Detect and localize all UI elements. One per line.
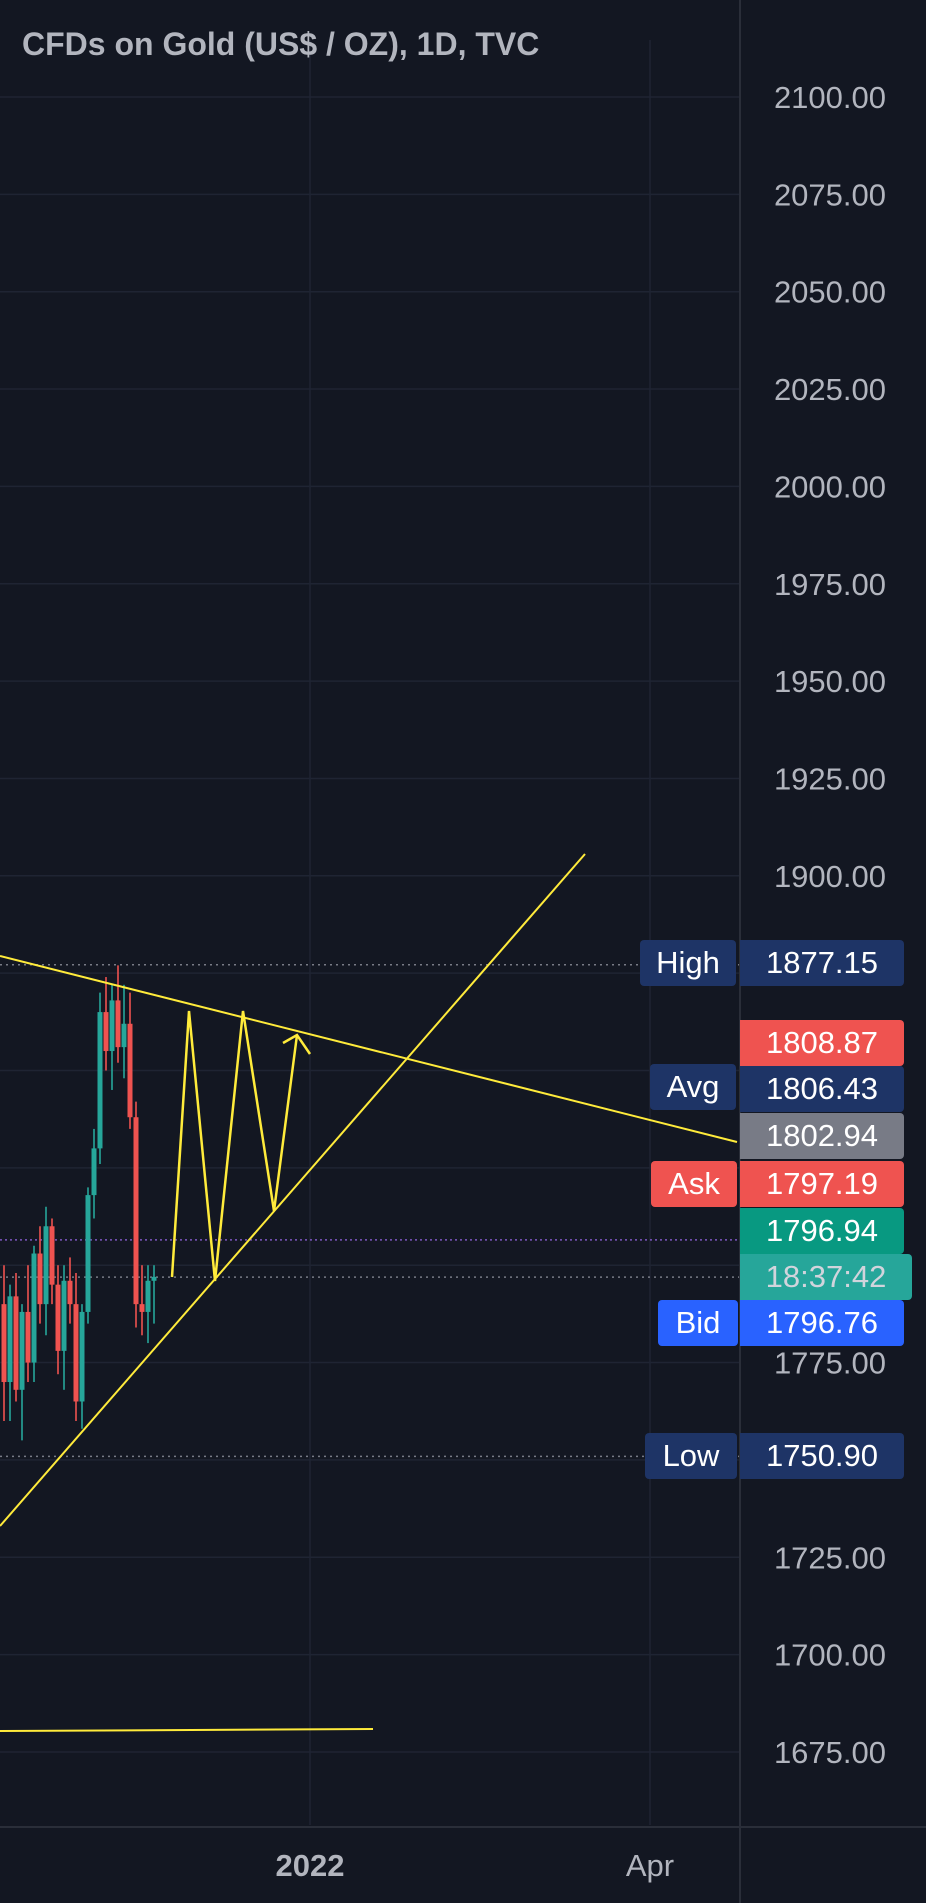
bid-value: 1796.76 [740,1300,904,1346]
candle-body [67,1280,73,1305]
price-tick-label: 2000.00 [774,469,886,504]
price-tick-label: 1925.00 [774,761,886,796]
candle-body [43,1226,49,1305]
chart-title: CFDs on Gold (US$ / OZ), 1D, TVC [22,26,540,62]
price-tick-label: 1725.00 [774,1540,886,1575]
candle-body [13,1296,19,1390]
zigzag-projection [170,1010,299,1282]
candle-body [49,1226,55,1285]
candle-body [91,1148,97,1196]
candle-body [127,1023,133,1118]
candle-body [19,1311,25,1390]
price-axis[interactable]: 2100.00 2075.00 2050.00 2025.00 2000.00 1975.… [739,0,886,1903]
candle-body [109,1000,115,1052]
candle-body [121,1023,127,1048]
price-tick-label: 2100.00 [774,80,886,115]
last-value: 1796.94 [740,1208,904,1254]
candle-body [115,1000,121,1048]
time-tick-label: Apr [626,1848,674,1883]
price-tick-label: 1700.00 [774,1638,886,1673]
bid-tag: Bid [658,1300,738,1346]
candle-body [73,1304,79,1402]
mid-value: 1802.94 [740,1113,904,1159]
price-tick-label: 1900.00 [774,859,886,894]
candle-body [25,1311,31,1363]
high-tag: High [640,940,736,986]
ask-top-value: 1808.87 [740,1020,904,1066]
candle-body [37,1253,43,1305]
projection-arrowhead [282,1033,312,1055]
low-tag: Low [645,1433,737,1479]
countdown-value: 18:37:42 [740,1254,912,1300]
candle-body [7,1296,13,1383]
candle-body [1,1304,7,1383]
avg-tag: Avg [650,1064,736,1110]
descending-trendline [0,955,738,1143]
time-tick-label: 2022 [276,1848,345,1883]
trend-drawings [0,853,738,1732]
candle-body [61,1280,67,1351]
low-value: 1750.90 [740,1433,904,1479]
candle-body [97,1012,103,1149]
candle-body [31,1253,37,1363]
candle-body [139,1304,145,1312]
ask-value: 1797.19 [740,1161,904,1207]
candle-body [85,1195,91,1312]
ask-tag: Ask [651,1161,737,1207]
price-tick-label: 2025.00 [774,372,886,407]
price-tick-label: 2050.00 [774,275,886,310]
price-tick-label: 1975.00 [774,567,886,602]
candle-body [79,1311,85,1402]
avg-value: 1806.43 [740,1066,904,1112]
price-tick-label: 2075.00 [774,177,886,212]
time-axis[interactable]: 2022 Apr [0,1826,926,1883]
candle-body [145,1280,151,1312]
horizontal-support-line [0,1728,374,1732]
price-tick-label: 1675.00 [774,1735,886,1770]
candle-body [133,1117,139,1305]
grid-lines [0,40,740,1825]
candle-body [55,1284,61,1351]
price-tick-label: 1775.00 [774,1346,886,1381]
ascending-trendline [0,853,586,1527]
high-value: 1877.15 [740,940,904,986]
candles [1,965,157,1441]
candle-body [103,1012,109,1052]
candle-body [151,1276,157,1281]
price-tick-label: 1950.00 [774,664,886,699]
